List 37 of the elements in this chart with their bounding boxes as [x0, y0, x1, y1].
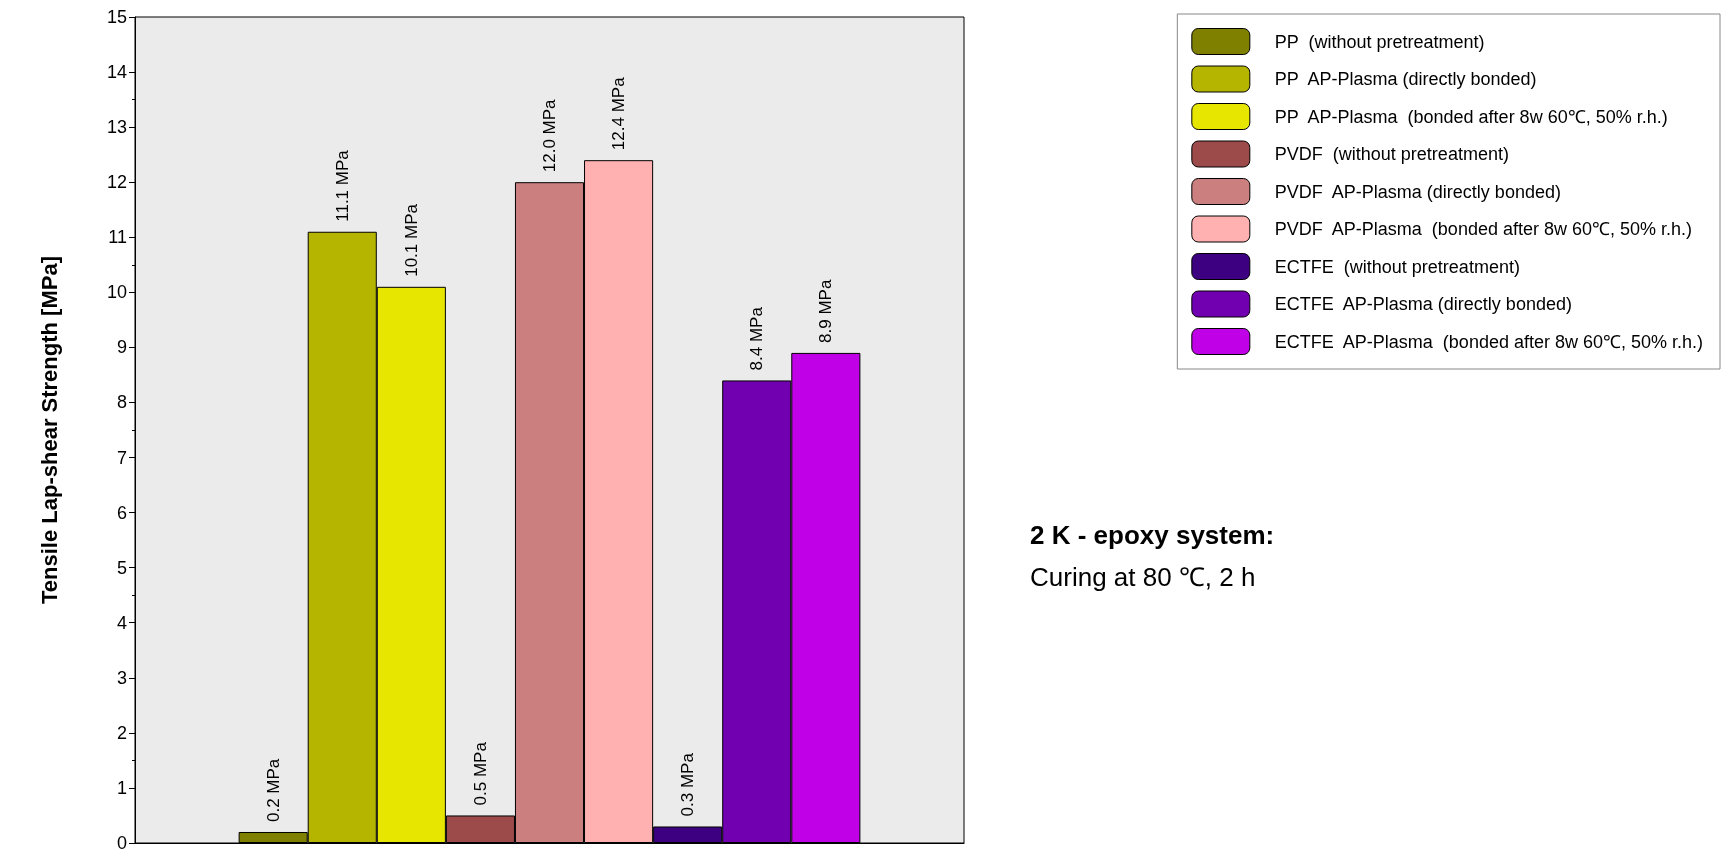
legend-label: PVDF AP-Plasma (bonded after 8w 60℃, 50% r.h.) — [1274, 219, 1693, 239]
legend-label: ECTFE AP-Plasma (bonded after 8w 60℃, 50% r.h.) — [1274, 331, 1704, 352]
legend-label: PP AP-Plasma (bonded after 8w 60℃, 50% r.h.) — [1274, 106, 1668, 127]
y-tick-label: 14 — [106, 62, 127, 83]
y-tick-label: 4 — [116, 612, 127, 633]
y-tick-label: 1 — [116, 777, 127, 798]
y-tick-label: 6 — [116, 502, 127, 523]
y-tick-label: 5 — [116, 557, 127, 578]
y-tick-label: 3 — [116, 667, 127, 688]
y-tick-label: 0 — [116, 833, 127, 853]
y-tick-label: 10 — [106, 282, 127, 303]
data-label: 12.4 MPa — [609, 76, 629, 151]
legend-label: PP (without pretreatment) — [1274, 31, 1485, 52]
y-tick-label: 11 — [108, 227, 127, 248]
text: 2 K - epoxy system: — [1030, 520, 1275, 550]
data-label: 8.4 MPa — [747, 306, 767, 371]
y-tick-label: 13 — [106, 117, 127, 138]
legend-label: ECTFE AP-Plasma (directly bonded) — [1274, 294, 1572, 314]
y-tick-label: 8 — [116, 392, 127, 413]
data-label: 12.0 MPa — [540, 98, 559, 173]
y-axis-title: Tensile Lap-shear Strength [MPa] — [36, 256, 62, 604]
y-tick-label: 9 — [116, 337, 127, 358]
legend-label: PVDF AP-Plasma (directly bonded) — [1274, 181, 1561, 202]
legend-label: PVDF (without pretreatment) — [1274, 144, 1509, 164]
data-label: 11.1 MPa — [332, 149, 352, 222]
data-label: 0.5 MPa — [470, 741, 490, 806]
data-label: 8.9 MPa — [816, 279, 836, 343]
data-label: 10.1 MPa — [401, 203, 421, 277]
y-tick-label: 2 — [116, 722, 127, 743]
legend-label: ECTFE (without pretreatment) — [1274, 256, 1520, 277]
y-tick-label: 7 — [116, 447, 127, 468]
legend-label: PP AP-Plasma (directly bonded) — [1274, 69, 1537, 89]
y-tick-label: 15 — [106, 7, 127, 27]
data-label: 0.2 MPa — [263, 758, 283, 822]
data-label: 0.3 MPa — [678, 752, 698, 817]
text: Curing at 80 ℃, 2 h — [1030, 562, 1256, 592]
y-tick-label: 12 — [106, 172, 127, 193]
